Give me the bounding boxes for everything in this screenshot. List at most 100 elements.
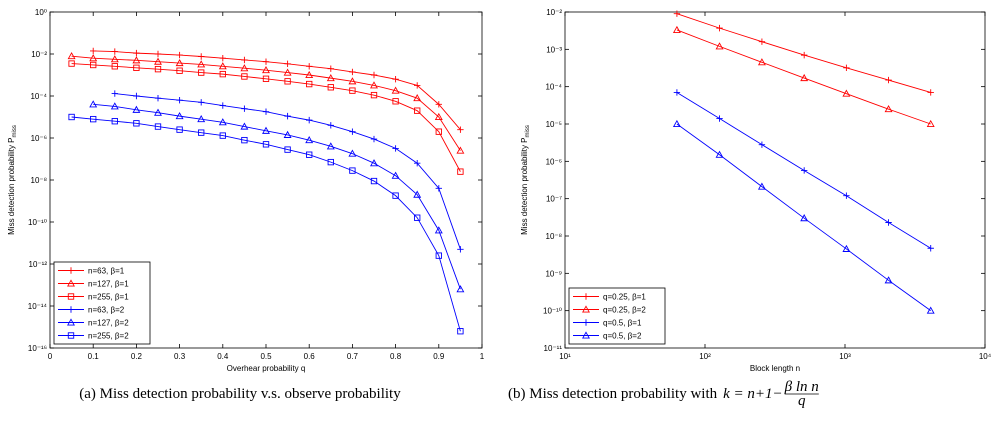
marker [370, 71, 378, 79]
marker [110, 102, 119, 110]
marker [176, 126, 183, 133]
marker [370, 159, 378, 167]
y-axis-label: Miss detection probability Pmiss [520, 125, 531, 235]
marker [306, 116, 313, 124]
marker [758, 141, 766, 148]
x-tick-label: 0.5 [260, 352, 272, 361]
marker [370, 81, 378, 89]
marker [218, 118, 227, 126]
marker [110, 55, 119, 63]
marker [348, 149, 357, 157]
marker [715, 150, 724, 158]
marker [198, 53, 205, 60]
marker [348, 77, 357, 85]
series-line [71, 116, 461, 332]
marker [241, 136, 248, 144]
marker [842, 89, 851, 97]
y-tick-label: 10⁻⁷ [546, 195, 562, 204]
caption: (a) Miss detection probability v.s. obse… [79, 386, 401, 402]
x-tick-label: 0.7 [347, 352, 359, 361]
marker [434, 226, 443, 234]
marker [413, 190, 422, 198]
formula-denominator: q [798, 393, 806, 409]
y-tick-label: 10⁻⁴ [545, 83, 562, 92]
marker [673, 89, 681, 96]
marker [392, 145, 399, 152]
marker [90, 61, 97, 69]
marker [284, 60, 291, 68]
x-tick-label: 10³ [839, 352, 851, 361]
x-tick-label: 0.9 [433, 352, 445, 361]
marker [370, 177, 378, 185]
marker [327, 84, 334, 91]
marker [154, 57, 162, 65]
marker [370, 135, 378, 143]
marker [884, 105, 893, 113]
marker [284, 112, 291, 120]
marker [90, 115, 97, 123]
marker [262, 66, 270, 74]
marker [68, 113, 75, 121]
marker [457, 328, 464, 335]
marker [154, 65, 162, 73]
marker [284, 146, 291, 153]
x-axis-label: Block length n [750, 364, 800, 373]
y-tick-label: 10⁻⁶ [31, 134, 47, 143]
y-tick-label: 10⁻¹⁶ [28, 344, 47, 353]
marker [391, 171, 400, 179]
marker [392, 192, 399, 199]
marker [673, 10, 681, 17]
y-tick-label: 10⁻⁸ [546, 232, 563, 241]
marker [414, 160, 421, 167]
marker [843, 64, 850, 72]
marker [456, 146, 465, 154]
marker [434, 112, 443, 121]
marker [884, 276, 893, 284]
marker [435, 185, 442, 192]
marker [67, 267, 75, 274]
marker [926, 119, 935, 128]
marker [715, 42, 724, 50]
marker [241, 73, 248, 80]
marker [89, 54, 98, 62]
y-tick-label: 10⁻² [31, 50, 47, 59]
y-label-main: Miss detection probability P [520, 137, 529, 234]
marker [241, 56, 248, 64]
marker [68, 60, 75, 67]
marker [176, 51, 183, 59]
marker [132, 105, 141, 113]
marker [305, 70, 314, 79]
marker [262, 126, 270, 134]
marker [927, 245, 934, 252]
marker [413, 94, 422, 102]
marker [349, 87, 356, 94]
marker [800, 167, 808, 174]
marker [283, 68, 292, 76]
series-line [93, 103, 461, 290]
legend-label: q=0.5, β=1 [603, 319, 642, 328]
y-tick-label: 10⁻¹⁴ [28, 302, 48, 311]
plot-frame [564, 11, 986, 349]
marker [716, 115, 723, 122]
legend-label: n=127, β=2 [88, 319, 129, 328]
marker [176, 67, 183, 74]
marker [154, 123, 162, 130]
x-tick-label: 10⁴ [979, 352, 992, 361]
marker [198, 99, 205, 106]
marker [926, 306, 935, 314]
marker [133, 64, 140, 71]
marker [262, 58, 270, 65]
y-label-sub: miss [525, 125, 531, 137]
caption: (b) Miss detection probability with [508, 386, 718, 402]
marker [219, 55, 226, 62]
subplot: 0 0.1 0.2 0.3 0.4 0.5 0.6 0.7 0.8 0.9 1 10⁰ 10⁻² 10⁻⁴… [7, 8, 485, 402]
marker [800, 51, 808, 59]
marker [111, 63, 118, 70]
marker [885, 219, 892, 226]
marker [133, 92, 140, 100]
legend-box [568, 287, 666, 345]
marker [327, 65, 334, 72]
marker [457, 168, 464, 175]
